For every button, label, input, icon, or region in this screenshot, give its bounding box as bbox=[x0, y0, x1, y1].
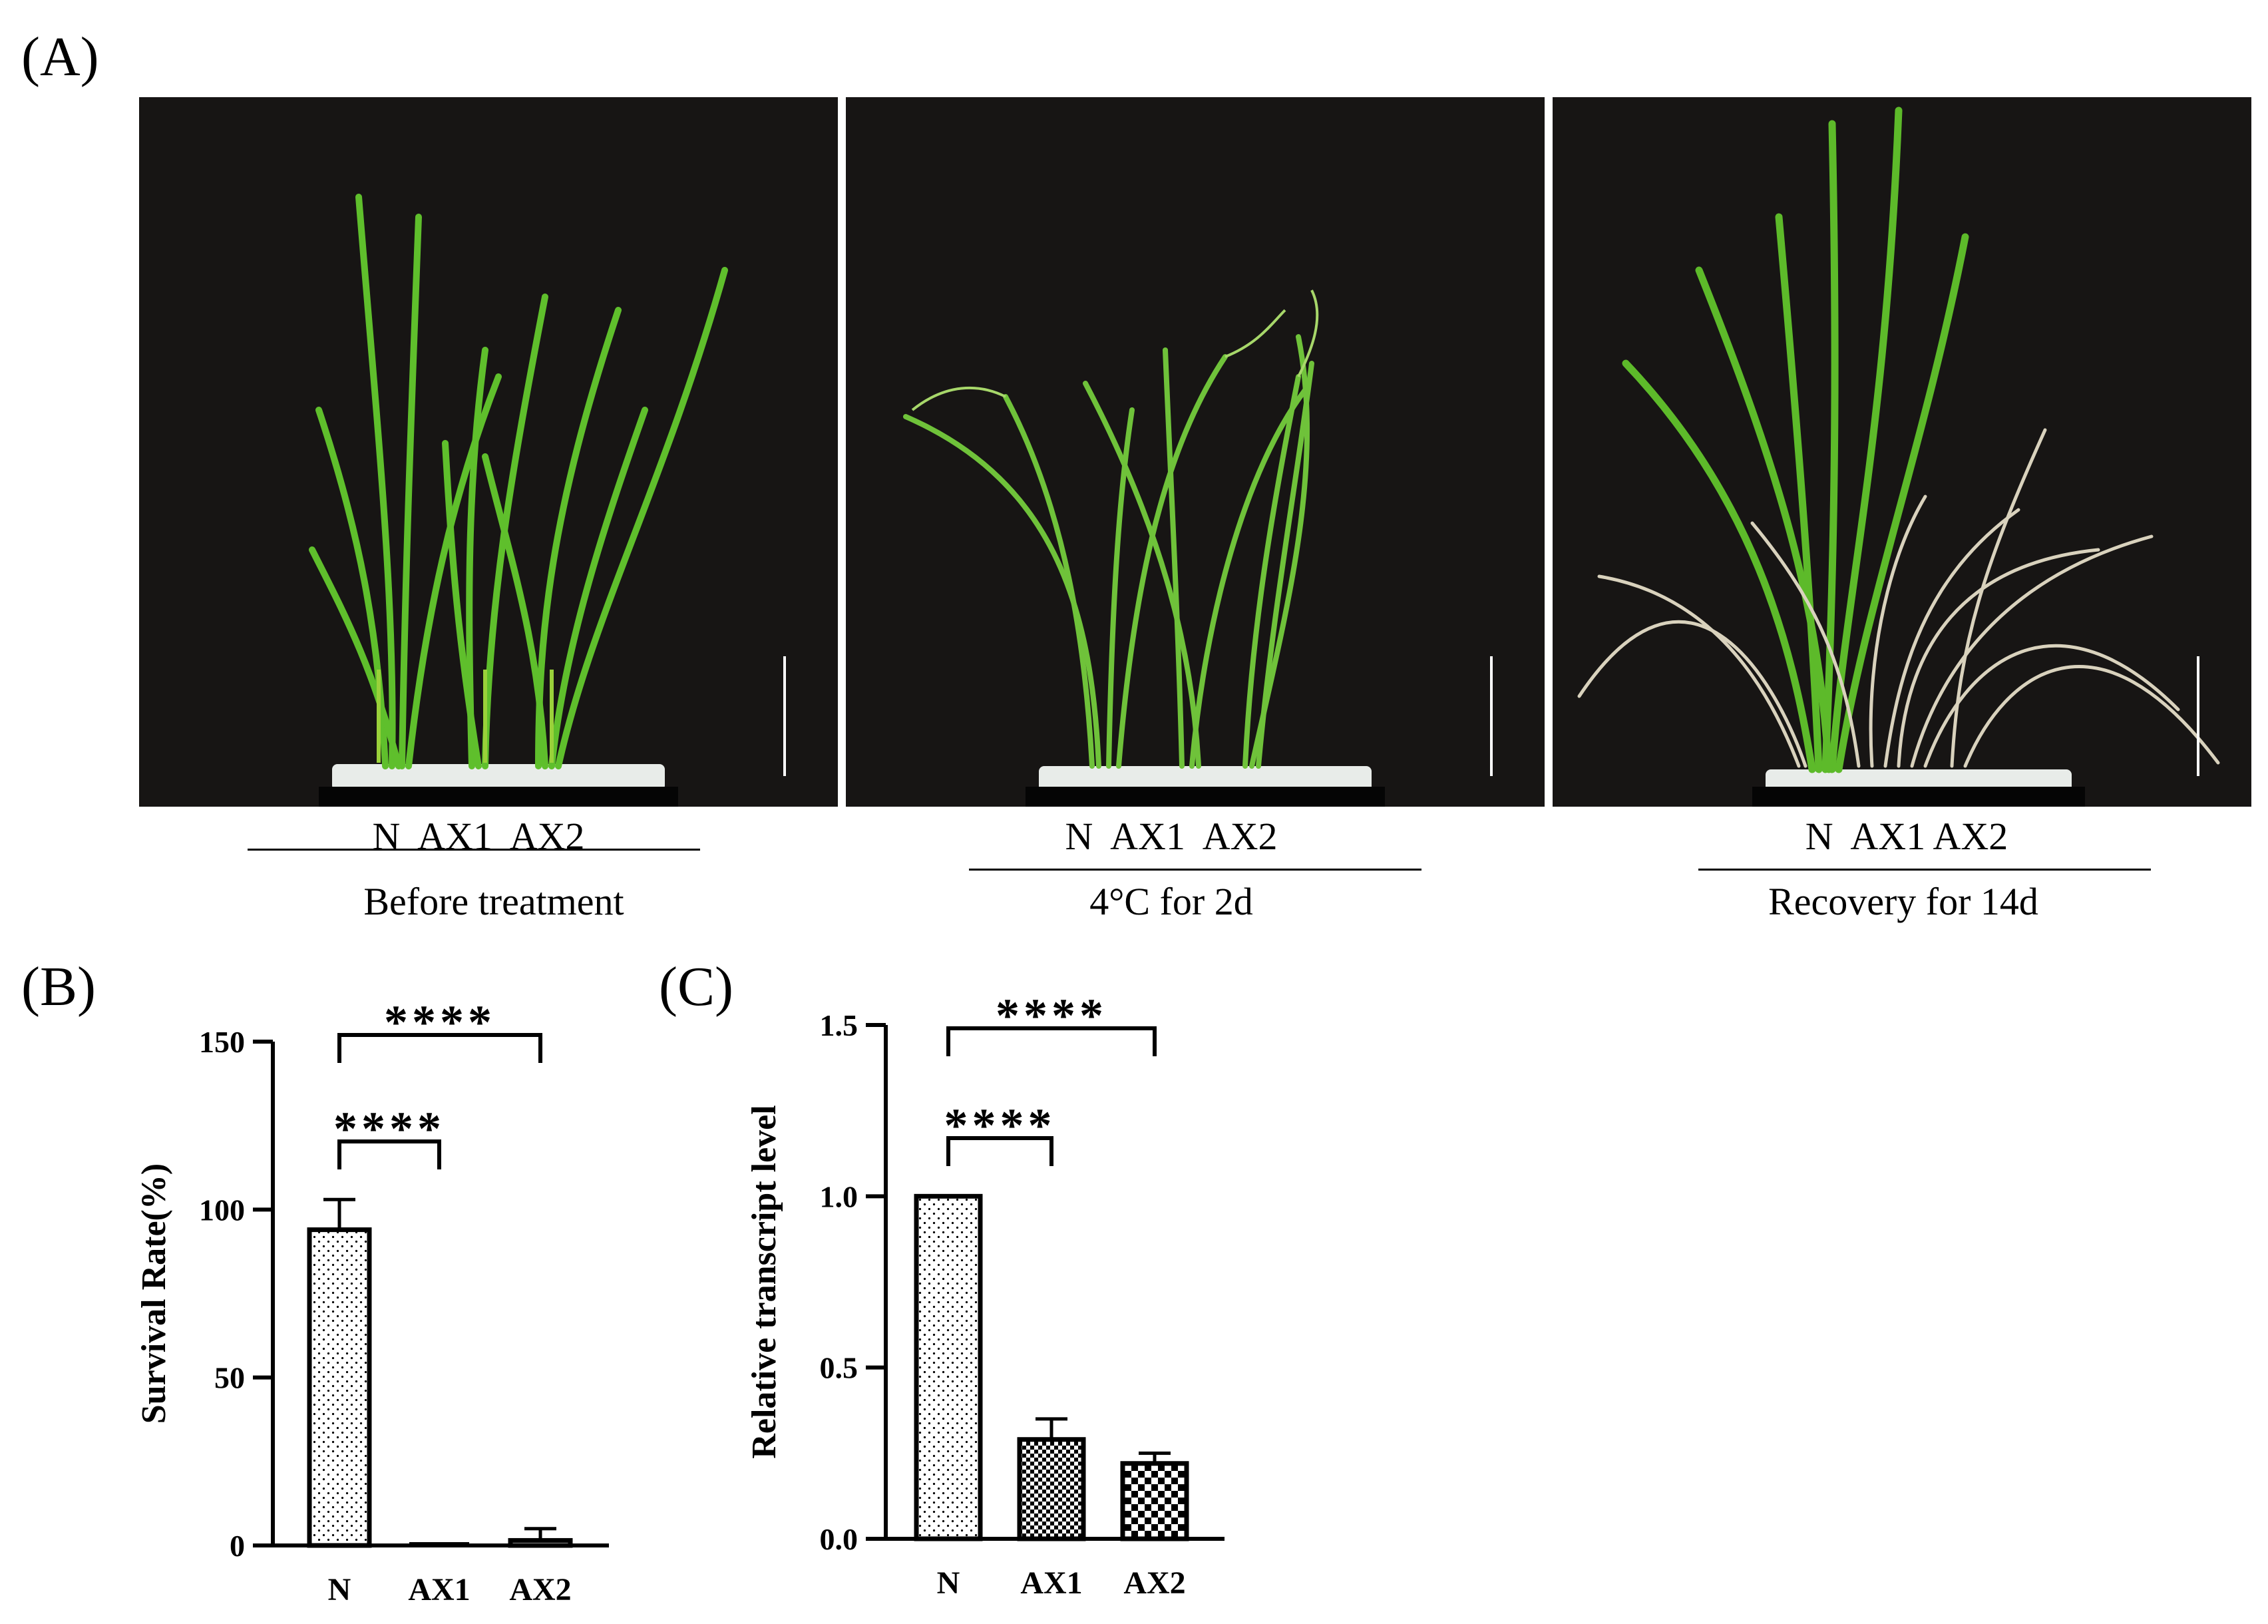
y-tick-label: 1.0 bbox=[820, 1179, 858, 1213]
photo1-caption-rule bbox=[248, 849, 700, 851]
y-tick-label: 0.0 bbox=[820, 1522, 858, 1556]
significance-stars: **** bbox=[944, 1099, 1056, 1152]
x-tick-label: AX2 bbox=[1123, 1565, 1185, 1601]
rice-plants-healthy-illustration bbox=[309, 194, 786, 807]
survival-rate-chart: (B) Survival Rate(%) 0 50 100 150 N AX1 AX2 **** *… bbox=[21, 956, 609, 1607]
significance-bracket bbox=[337, 1033, 542, 1063]
significance-bracket bbox=[946, 1026, 1157, 1056]
y-tick-label: 0.5 bbox=[820, 1351, 858, 1385]
x-tick-label: N bbox=[328, 1572, 351, 1607]
x-tick-label: N bbox=[937, 1565, 960, 1601]
panel-a-label: (A) bbox=[21, 26, 99, 88]
bar-ax1 bbox=[1017, 1437, 1086, 1541]
x-tick-label: AX1 bbox=[1020, 1565, 1082, 1601]
y-axis-label: Survival Rate(%) bbox=[135, 1163, 173, 1424]
y-tick-label: 150 bbox=[199, 1025, 245, 1059]
photo-cold-treatment bbox=[846, 97, 1545, 807]
photo3-condition-label: Recovery for 14d bbox=[1768, 880, 2038, 923]
photo-before-treatment bbox=[139, 97, 838, 807]
x-tick-label: AX2 bbox=[509, 1572, 571, 1607]
y-tick-label: 50 bbox=[214, 1361, 245, 1395]
panel-label: (B) bbox=[21, 956, 96, 1018]
photo2-genotype-labels: N AX1 AX2 bbox=[1065, 815, 1278, 858]
significance-stars: **** bbox=[333, 1102, 445, 1155]
photo-recovery bbox=[1553, 97, 2251, 807]
photo3-caption-rule bbox=[1698, 869, 2151, 871]
x-tick-label: AX1 bbox=[408, 1572, 470, 1607]
photo3-genotype-labels: N AX1 AX2 bbox=[1805, 815, 2008, 858]
photo2-condition-label: 4°C for 2d bbox=[1089, 880, 1253, 923]
significance-stars: **** bbox=[384, 996, 496, 1049]
significance-stars: **** bbox=[996, 989, 1107, 1042]
bar-ax2 bbox=[508, 1537, 573, 1548]
bar-n bbox=[307, 1227, 372, 1548]
photo2-caption-rule bbox=[969, 869, 1421, 871]
relative-transcript-chart: (C) Relative transcript level 0.0 0.5 1.0 1.5… bbox=[659, 956, 1225, 1601]
bar-n bbox=[914, 1193, 983, 1541]
rice-plants-recovery-illustration bbox=[1577, 106, 2220, 807]
photo1-condition-label: Before treatment bbox=[363, 880, 624, 923]
panel-label: (C) bbox=[659, 956, 733, 1018]
significance-bracket bbox=[337, 1139, 441, 1169]
bar-ax2 bbox=[1120, 1461, 1189, 1541]
y-axis-label: Relative transcript level bbox=[745, 1105, 783, 1458]
rice-plants-cold-illustration bbox=[903, 290, 1493, 807]
y-tick-label: 0 bbox=[230, 1529, 245, 1563]
significance-bracket bbox=[946, 1136, 1053, 1166]
y-tick-label: 1.5 bbox=[820, 1008, 858, 1042]
y-tick-label: 100 bbox=[199, 1193, 245, 1227]
